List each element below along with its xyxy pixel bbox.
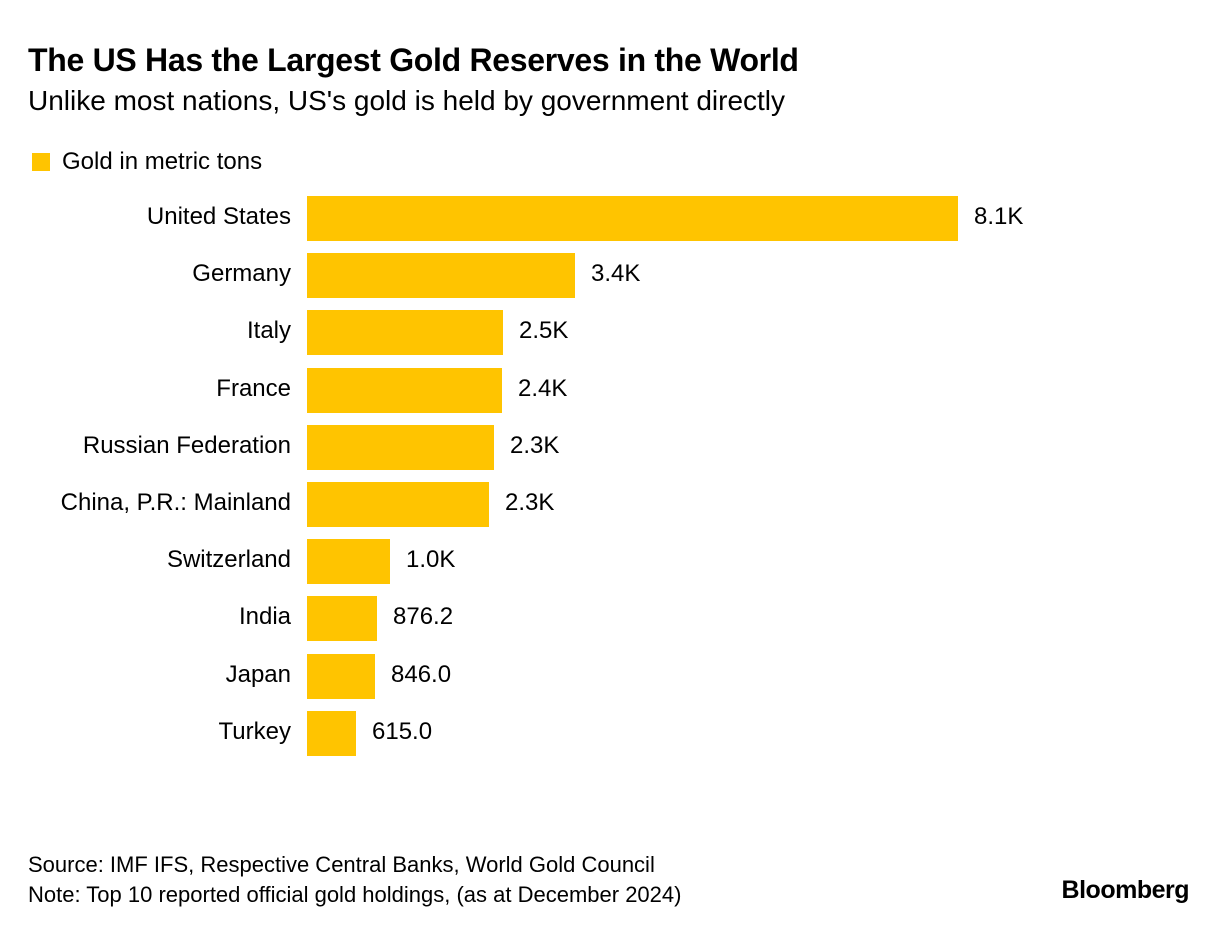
category-label: Japan bbox=[225, 660, 291, 688]
legend-swatch bbox=[32, 153, 50, 171]
bar bbox=[307, 596, 377, 642]
bar bbox=[307, 196, 958, 241]
value-label: 8.1K bbox=[974, 203, 1024, 230]
value-label: 3.4K bbox=[591, 260, 641, 288]
value-label: 2.3K bbox=[505, 489, 555, 516]
value-label: 2.5K bbox=[519, 317, 569, 345]
category-label: Italy bbox=[246, 317, 291, 345]
bloomberg-logo: Bloomberg bbox=[1061, 876, 1190, 904]
chart-title: The US Has the Largest Gold Reserves in … bbox=[28, 42, 799, 78]
bar bbox=[307, 424, 494, 470]
value-label: 615.0 bbox=[372, 717, 433, 745]
category-label: Switzerland bbox=[166, 546, 291, 574]
bar bbox=[307, 482, 489, 527]
value-label: 876.2 bbox=[393, 603, 454, 631]
category-label: France bbox=[216, 374, 291, 402]
category-label: Germany bbox=[192, 260, 291, 288]
source-note: Source: IMF IFS, Respective Central Bank… bbox=[28, 852, 655, 877]
category-label: India bbox=[238, 603, 291, 631]
bar bbox=[307, 367, 502, 413]
bar bbox=[307, 253, 575, 299]
category-label: Turkey bbox=[218, 717, 291, 745]
value-label: 2.3K bbox=[510, 431, 560, 459]
legend-label: Gold in metric tons bbox=[62, 148, 263, 175]
bar bbox=[307, 310, 503, 356]
legend: Gold in metric tons bbox=[32, 148, 262, 176]
bar bbox=[307, 710, 356, 756]
value-label: 2.4K bbox=[518, 374, 568, 402]
bar bbox=[307, 539, 390, 585]
category-label: Russian Federation bbox=[82, 431, 291, 459]
bar bbox=[307, 653, 375, 699]
category-label: China, P.R.: Mainland bbox=[60, 489, 291, 516]
value-label: 846.0 bbox=[391, 660, 452, 688]
category-label: United States bbox=[146, 203, 291, 230]
value-label: 1.0K bbox=[406, 546, 456, 574]
footnote: Note: Top 10 reported official gold hold… bbox=[28, 882, 682, 907]
chart-subtitle: Unlike most nations, US's gold is held b… bbox=[28, 85, 786, 116]
